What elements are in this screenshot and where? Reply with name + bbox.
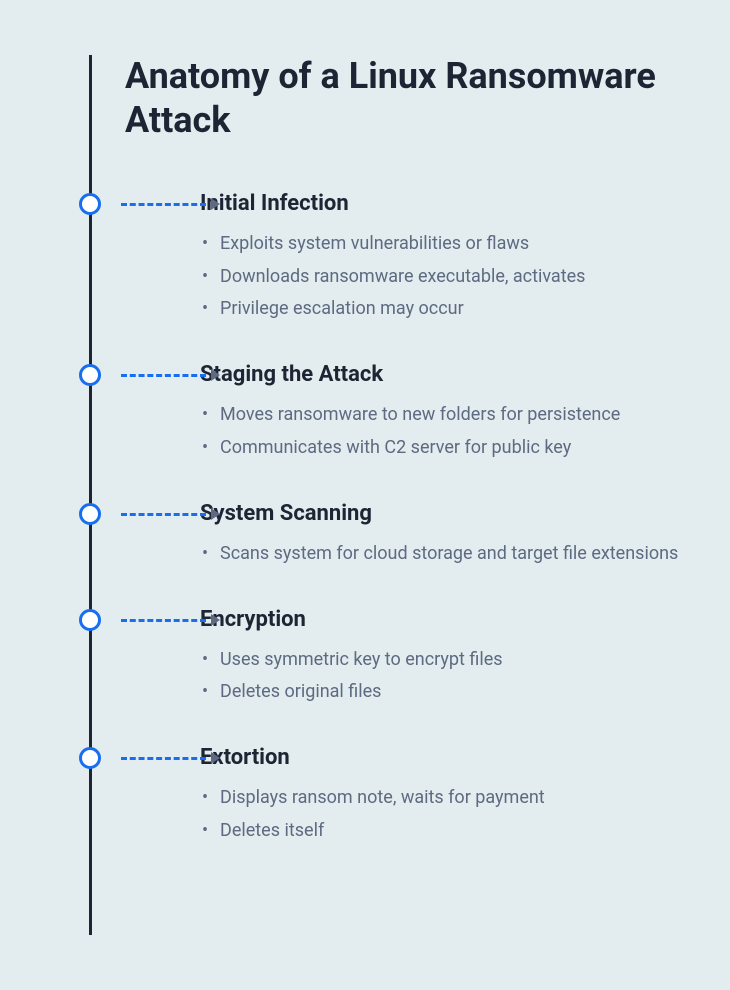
step-heading: Extortion — [200, 745, 680, 770]
step-bullet-item: Displays ransom note, waits for payment — [200, 784, 680, 813]
timeline-connector — [121, 513, 221, 515]
arrow-right-icon — [211, 369, 220, 381]
timeline-node-icon — [79, 364, 101, 386]
step-heading: Initial Infection — [200, 191, 680, 216]
arrow-right-icon — [211, 198, 220, 210]
timeline-step: System Scanning Scans system for cloud st… — [55, 501, 680, 569]
step-bullets: Uses symmetric key to encrypt files Delet… — [200, 646, 680, 708]
step-bullet-item: Deletes itself — [200, 817, 680, 846]
step-bullets: Moves ransomware to new folders for pers… — [200, 401, 680, 463]
step-bullet-item: Exploits system vulnerabilities or flaws — [200, 230, 680, 259]
step-bullets: Exploits system vulnerabilities or flaws… — [200, 230, 680, 324]
step-heading: Encryption — [200, 607, 680, 632]
timeline-canvas: Anatomy of a Linux Ransomware Attack Ini… — [0, 0, 730, 990]
step-bullet-item: Downloads ransomware executable, activat… — [200, 263, 680, 292]
timeline-step: Staging the Attack Moves ransomware to ne… — [55, 362, 680, 463]
timeline-steps: Initial Infection Exploits system vulnera… — [55, 191, 680, 846]
arrow-right-icon — [211, 614, 220, 626]
timeline-connector — [121, 203, 221, 205]
timeline-connector — [121, 619, 221, 621]
step-bullet-item: Moves ransomware to new folders for pers… — [200, 401, 680, 430]
timeline-node-icon — [79, 609, 101, 631]
timeline-step: Initial Infection Exploits system vulnera… — [55, 191, 680, 324]
timeline-connector — [121, 374, 221, 376]
timeline-step: Extortion Displays ransom note, waits for… — [55, 745, 680, 846]
step-bullet-item: Communicates with C2 server for public k… — [200, 434, 680, 463]
timeline-node-icon — [79, 747, 101, 769]
step-bullets: Scans system for cloud storage and targe… — [200, 540, 680, 569]
step-heading: Staging the Attack — [200, 362, 680, 387]
step-bullets: Displays ransom note, waits for payment D… — [200, 784, 680, 846]
timeline-node-icon — [79, 503, 101, 525]
arrow-right-icon — [211, 508, 220, 520]
arrow-right-icon — [211, 752, 220, 764]
step-heading: System Scanning — [200, 501, 680, 526]
timeline-node-icon — [79, 193, 101, 215]
step-bullet-item: Uses symmetric key to encrypt files — [200, 646, 680, 675]
step-bullet-item: Privilege escalation may occur — [200, 295, 680, 324]
timeline-step: Encryption Uses symmetric key to encrypt … — [55, 607, 680, 708]
timeline-connector — [121, 757, 221, 759]
step-bullet-item: Scans system for cloud storage and targe… — [200, 540, 680, 569]
diagram-title: Anatomy of a Linux Ransomware Attack — [125, 55, 680, 143]
step-bullet-item: Deletes original files — [200, 678, 680, 707]
